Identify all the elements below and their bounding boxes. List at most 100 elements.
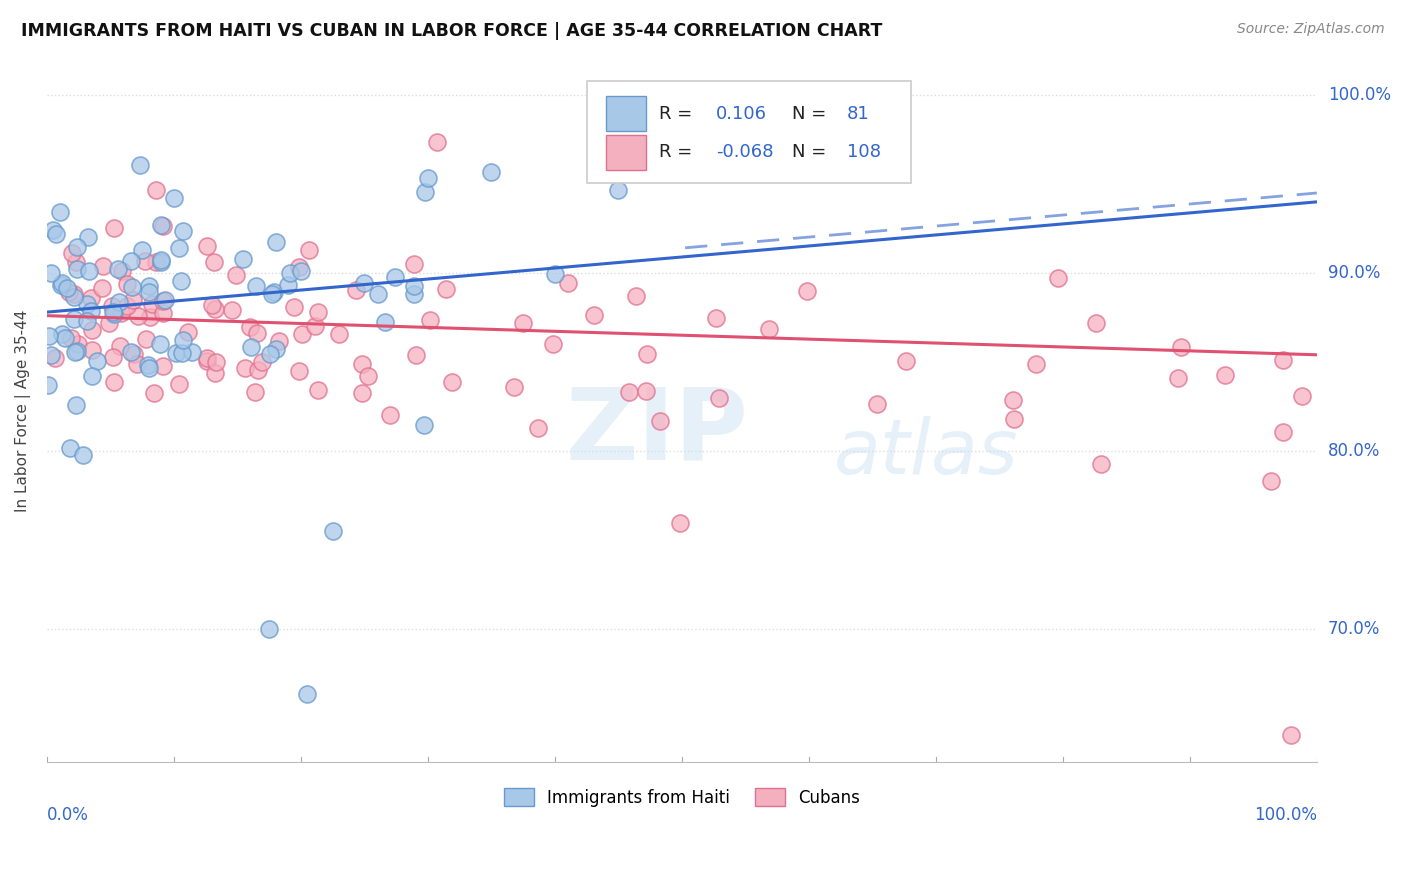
Point <box>648 414 671 428</box>
Point <box>357 368 380 383</box>
Text: ZIP: ZIP <box>565 384 748 481</box>
Point <box>66 261 89 276</box>
Point <box>110 306 132 320</box>
Point <box>66 343 89 358</box>
Point <box>232 252 254 266</box>
FancyBboxPatch shape <box>586 80 911 183</box>
Point <box>167 241 190 255</box>
Point <box>152 219 174 233</box>
Point <box>283 300 305 314</box>
Text: N =: N = <box>793 144 827 161</box>
Point <box>221 302 243 317</box>
Point <box>163 191 186 205</box>
Point <box>264 235 287 249</box>
Point <box>72 448 94 462</box>
Y-axis label: In Labor Force | Age 35-44: In Labor Force | Age 35-44 <box>15 310 31 512</box>
Point <box>634 384 657 399</box>
Point <box>49 204 72 219</box>
Point <box>671 121 693 136</box>
Point <box>297 688 319 702</box>
Text: N =: N = <box>793 104 827 123</box>
Point <box>39 347 62 361</box>
Point <box>51 277 73 291</box>
Point <box>527 421 550 435</box>
Point <box>51 277 73 292</box>
Point <box>758 322 780 336</box>
Point <box>138 278 160 293</box>
Text: 108: 108 <box>846 144 882 161</box>
Point <box>195 353 218 368</box>
Point <box>353 276 375 290</box>
Point <box>136 358 159 372</box>
Point <box>150 252 173 267</box>
Point <box>55 281 77 295</box>
Point <box>1281 728 1303 742</box>
Point <box>1167 370 1189 384</box>
Point <box>152 293 174 308</box>
Point <box>502 379 524 393</box>
Text: 100.0%: 100.0% <box>1254 806 1317 824</box>
Point <box>291 326 314 341</box>
Point <box>125 357 148 371</box>
Point <box>76 230 98 244</box>
Point <box>169 274 191 288</box>
Point <box>149 337 172 351</box>
Point <box>65 255 87 269</box>
Point <box>413 418 436 433</box>
Point <box>103 375 125 389</box>
Point <box>866 397 889 411</box>
Text: IMMIGRANTS FROM HAITI VS CUBAN IN LABOR FORCE | AGE 35-44 CORRELATION CHART: IMMIGRANTS FROM HAITI VS CUBAN IN LABOR … <box>21 22 883 40</box>
Point <box>115 299 138 313</box>
Point <box>103 307 125 321</box>
Point <box>1291 389 1313 403</box>
Point <box>239 340 262 354</box>
Text: Source: ZipAtlas.com: Source: ZipAtlas.com <box>1237 22 1385 37</box>
Point <box>63 345 86 359</box>
Point <box>1271 352 1294 367</box>
Point <box>205 354 228 368</box>
Point <box>202 255 225 269</box>
Point <box>238 320 260 334</box>
Point <box>352 385 374 400</box>
Point <box>63 311 86 326</box>
Point <box>204 302 226 317</box>
Point <box>134 254 156 268</box>
Point <box>1046 270 1069 285</box>
Text: R =: R = <box>659 144 692 161</box>
Point <box>544 267 567 281</box>
Point <box>413 185 436 199</box>
Point <box>367 287 389 301</box>
Point <box>98 316 121 330</box>
Point <box>138 361 160 376</box>
Point <box>374 315 396 329</box>
Point <box>120 345 142 359</box>
Point <box>58 285 80 299</box>
Point <box>80 304 103 318</box>
Point <box>796 284 818 298</box>
Point <box>481 165 503 179</box>
Point <box>149 218 172 232</box>
Point <box>145 254 167 268</box>
Point <box>707 391 730 405</box>
Point <box>76 297 98 311</box>
Point <box>894 353 917 368</box>
Point <box>51 326 73 341</box>
Point <box>139 310 162 324</box>
Point <box>378 408 401 422</box>
Point <box>121 293 143 307</box>
Point <box>304 318 326 333</box>
Text: 80.0%: 80.0% <box>1329 442 1381 459</box>
Point <box>131 244 153 258</box>
Point <box>181 345 204 359</box>
Point <box>129 158 152 172</box>
FancyBboxPatch shape <box>606 96 647 131</box>
Point <box>138 285 160 299</box>
Point <box>416 171 439 186</box>
Text: 81: 81 <box>846 104 870 123</box>
Point <box>152 359 174 373</box>
Point <box>197 238 219 252</box>
Point <box>82 343 104 357</box>
Point <box>79 263 101 277</box>
Point <box>617 384 640 399</box>
Point <box>704 311 727 326</box>
